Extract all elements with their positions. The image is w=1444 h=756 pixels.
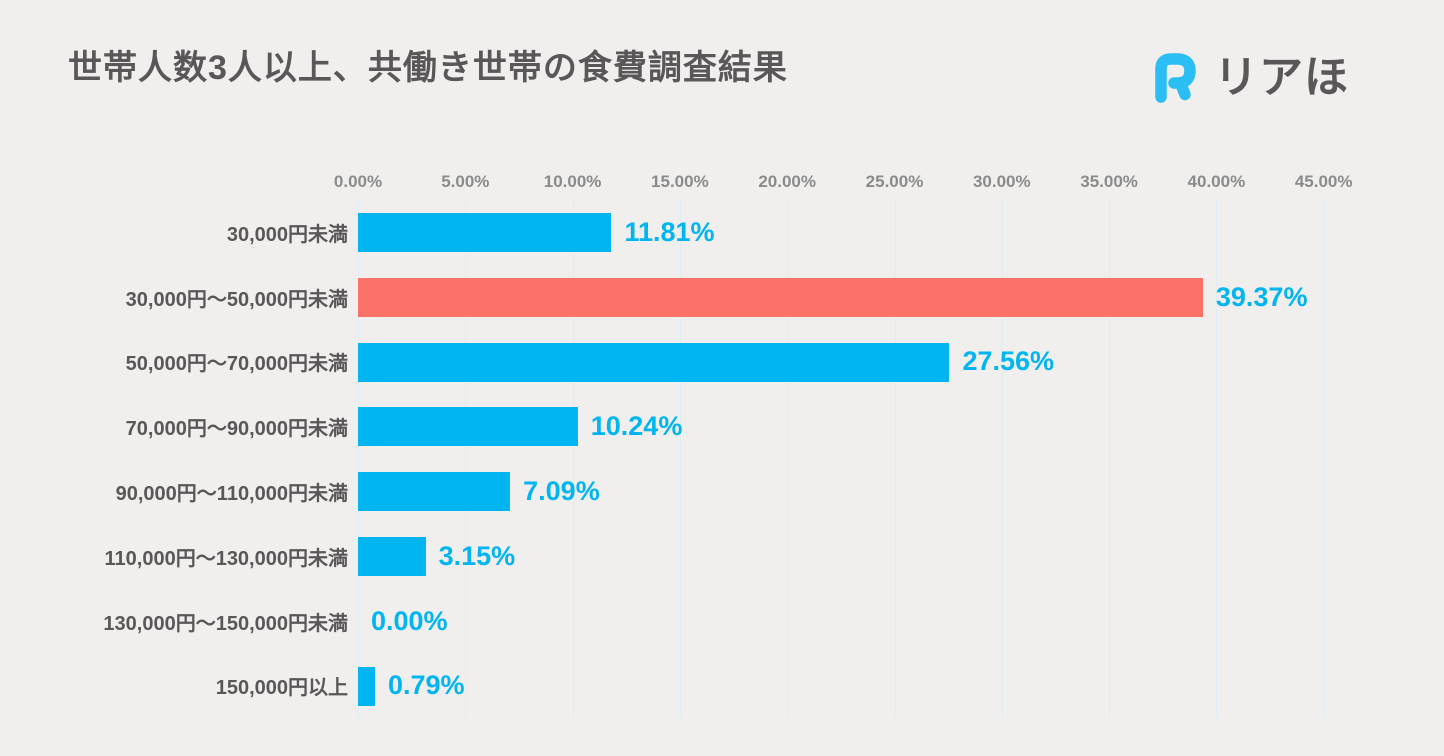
gridline bbox=[572, 200, 574, 718]
gridline bbox=[787, 200, 789, 718]
gridline bbox=[465, 200, 467, 718]
gridline bbox=[679, 200, 681, 718]
bar-highlighted bbox=[358, 277, 1203, 317]
gridline bbox=[1001, 200, 1003, 718]
category-label: 110,000円〜130,000円未満 bbox=[104, 547, 349, 570]
brand-logo: リアほ bbox=[1154, 52, 1349, 104]
x-axis-tick-label: 25.00% bbox=[865, 172, 924, 191]
x-axis-tick-label: 5.00% bbox=[441, 172, 490, 191]
x-axis-tick-label: 20.00% bbox=[758, 172, 817, 191]
value-label: 39.37% bbox=[1215, 281, 1308, 312]
category-label: 50,000円〜70,000円未満 bbox=[125, 353, 348, 376]
bar bbox=[358, 472, 511, 512]
gridline bbox=[358, 200, 359, 718]
value-label: 7.09% bbox=[523, 476, 600, 507]
x-axis-tick-label: 35.00% bbox=[1080, 172, 1138, 191]
value-label: 3.15% bbox=[438, 540, 516, 571]
bar bbox=[358, 666, 375, 706]
category-label: 90,000円〜110,000円未満 bbox=[115, 483, 348, 506]
riaho-r-logo-icon bbox=[1155, 53, 1196, 103]
gridline bbox=[1216, 200, 1218, 718]
bar bbox=[358, 212, 612, 252]
bar bbox=[358, 536, 426, 576]
gridline bbox=[1323, 200, 1325, 718]
value-label: 0.79% bbox=[387, 670, 465, 701]
brand-name: リアほ bbox=[1214, 53, 1349, 102]
bar bbox=[358, 407, 578, 447]
value-label: 11.81% bbox=[624, 216, 715, 247]
category-label: 30,000円未満 bbox=[226, 223, 348, 246]
bar bbox=[358, 342, 950, 382]
x-axis-tick-label: 15.00% bbox=[651, 172, 709, 191]
x-axis-tick-label: 40.00% bbox=[1187, 172, 1246, 191]
x-axis-tick-label: 10.00% bbox=[543, 172, 602, 191]
x-axis-tick-label: 30.00% bbox=[972, 172, 1031, 191]
value-label: 10.24% bbox=[590, 411, 683, 442]
value-label: 0.00% bbox=[371, 605, 448, 636]
category-label: 130,000円〜150,000円未満 bbox=[103, 612, 348, 635]
category-label: 70,000円〜90,000円未満 bbox=[125, 418, 348, 441]
page-title: 世帯人数3人以上、共働き世帯の食費調査結果 bbox=[68, 49, 788, 87]
gridline bbox=[1109, 200, 1111, 718]
value-label: 27.56% bbox=[962, 346, 1055, 377]
category-label: 30,000円〜50,000円未満 bbox=[125, 288, 348, 311]
x-axis-tick-label: 0.00% bbox=[333, 172, 383, 191]
gridline bbox=[894, 200, 896, 718]
x-axis-tick-label: 45.00% bbox=[1294, 172, 1353, 191]
category-label: 150,000円以上 bbox=[215, 677, 348, 700]
